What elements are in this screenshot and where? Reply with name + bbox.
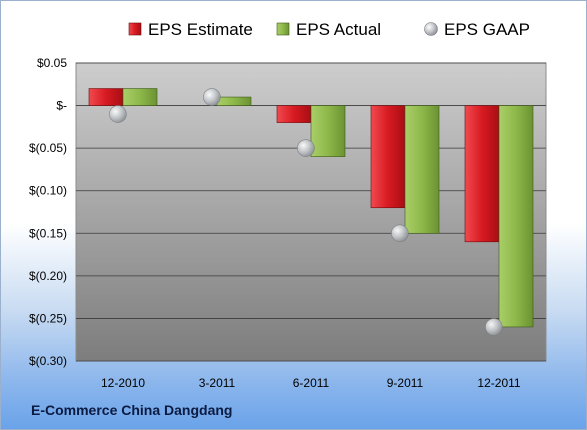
bar-eps-estimate: [464, 105, 500, 243]
legend-swatch-estimate: [128, 22, 142, 36]
legend-label: EPS Estimate: [148, 20, 253, 39]
bar-eps-actual: [498, 105, 534, 328]
y-tick-label: $-: [56, 99, 67, 113]
bar-eps-actual: [310, 105, 346, 157]
y-tick-label: $(0.25): [29, 311, 67, 325]
bar-eps-estimate: [370, 105, 406, 209]
x-tick-label: 12-2010: [101, 376, 145, 390]
x-tick-label: 6-2011: [293, 376, 330, 390]
bar-eps-estimate: [88, 88, 124, 106]
y-tick-label: $(0.05): [29, 141, 67, 155]
bar-eps-actual: [404, 105, 440, 234]
point-eps-gaap: [485, 318, 503, 336]
y-tick-label: $(0.10): [29, 184, 67, 198]
company-name: E-Commerce China Dangdang: [31, 402, 233, 418]
bar-eps-estimate: [276, 105, 312, 123]
point-eps-gaap: [391, 224, 409, 243]
x-tick-label: 9-2011: [387, 376, 424, 390]
y-tick-label: $(0.30): [29, 354, 67, 368]
legend-label: EPS Actual: [296, 20, 381, 39]
point-eps-gaap: [203, 88, 221, 106]
y-tick-label: $0.05: [37, 56, 67, 70]
bar-eps-actual: [216, 96, 252, 106]
bar-eps-actual: [122, 88, 158, 106]
legend-swatch-actual: [276, 22, 290, 36]
legend-swatch-gaap: [424, 22, 438, 36]
point-eps-gaap: [109, 105, 127, 123]
point-eps-gaap: [297, 139, 315, 157]
legend-label: EPS GAAP: [444, 20, 530, 39]
y-tick-label: $(0.15): [29, 226, 67, 240]
x-tick-label: 12-2011: [477, 376, 520, 390]
y-tick-label: $(0.20): [29, 269, 67, 283]
x-tick-label: 3-2011: [199, 376, 236, 390]
